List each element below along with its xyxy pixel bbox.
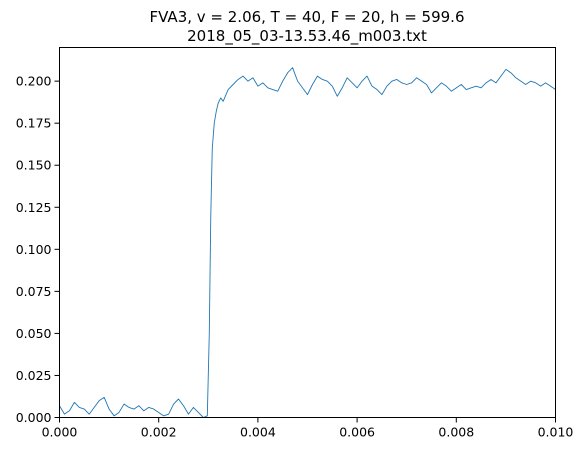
y-tick-label: 0.100 (16, 242, 52, 257)
chart-title: FVA3, v = 2.06, T = 40, F = 20, h = 599.… (150, 8, 465, 26)
x-tick-label: 0.002 (141, 425, 177, 440)
y-tick-label: 0.200 (16, 74, 52, 89)
x-tick-label: 0.010 (538, 425, 574, 440)
series-line-0 (59, 67, 556, 418)
axes-frame (59, 47, 556, 418)
x-tick-label: 0.000 (42, 425, 78, 440)
y-tick-label: 0.150 (16, 158, 52, 173)
y-tick-label: 0.125 (16, 200, 52, 215)
y-tick-label: 0.025 (16, 368, 52, 383)
ticks-layer: 0.000 0.002 0.004 0.006 0.008 0.010 0.000 0.025… (16, 74, 574, 440)
y-tick-label: 0.075 (16, 284, 52, 299)
x-tick-label: 0.008 (438, 425, 474, 440)
y-tick-label: 0.050 (16, 326, 52, 341)
y-tick-label: 0.000 (16, 410, 52, 425)
x-tick-label: 0.006 (339, 425, 375, 440)
x-tick-label: 0.004 (240, 425, 276, 440)
plot-area (59, 67, 556, 418)
chart-subtitle: 2018_05_03-13.53.46_m003.txt (187, 27, 427, 46)
y-tick-label: 0.175 (16, 116, 52, 131)
